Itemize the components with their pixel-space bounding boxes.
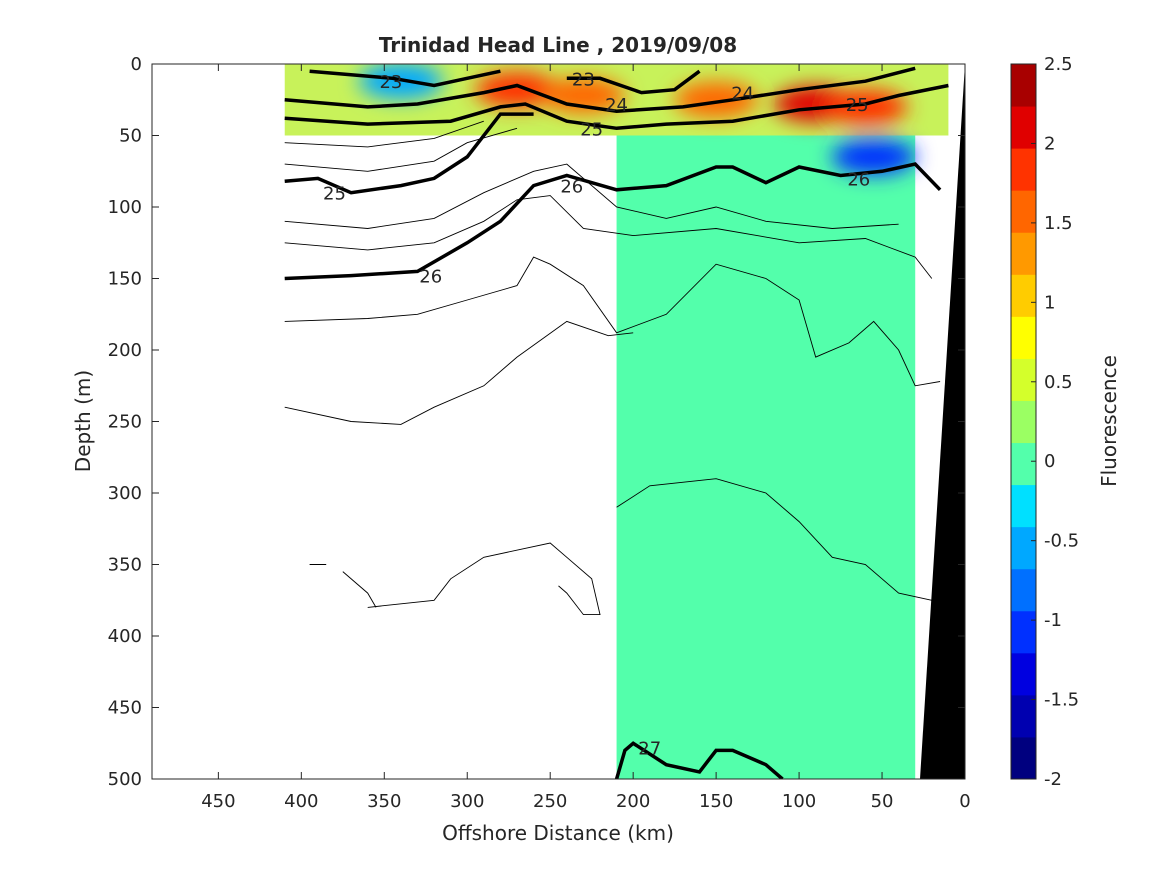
colorbar-tick-label: 1.5	[1044, 213, 1073, 234]
x-tick-label: 150	[699, 791, 733, 812]
colorbar: 2.5 2 1.5 1 0.5 0 -0.5 -1 -1.5 -2	[1010, 54, 1079, 790]
y-tick-label: 500	[108, 769, 142, 790]
contour-line-23	[309, 69, 501, 88]
colorbar-swatch	[1011, 442, 1036, 486]
colorbar-swatch	[1011, 400, 1036, 444]
contour-label: 26	[847, 169, 870, 190]
thin-contour	[284, 127, 518, 172]
colorbar-tick-label: 1	[1044, 292, 1055, 313]
thin-contour	[284, 256, 941, 387]
density-contours	[284, 66, 949, 779]
colorbar-swatch	[1011, 526, 1036, 570]
contour-label: 26	[419, 267, 442, 288]
y-axis: 0 50 100 150 200 250 300 350 400 450 500	[108, 54, 965, 790]
thin-contour	[284, 320, 634, 425]
colorbar-frame	[1010, 63, 1037, 780]
contour-label: 24	[731, 84, 754, 105]
y-tick-label: 150	[108, 269, 142, 290]
contour-label: 27	[638, 739, 661, 760]
thin-contour	[342, 571, 377, 608]
y-tick-label: 300	[108, 483, 142, 504]
contour-line-26	[284, 162, 942, 281]
colorbar-swatch	[1011, 568, 1036, 612]
chart-title: Trinidad Head Line , 2019/09/08	[379, 33, 737, 57]
y-tick-label: 350	[108, 555, 142, 576]
colorbar-tick-label: 0	[1044, 451, 1055, 472]
x-tick-label: 350	[367, 791, 401, 812]
contour-line-24	[284, 66, 916, 113]
y-tick-label: 0	[131, 54, 142, 75]
contour-line-25	[284, 83, 949, 131]
thin-contour	[616, 478, 949, 608]
contour-line-27	[614, 741, 784, 779]
fluorescence-field	[284, 64, 949, 779]
fluorescence-patch	[475, 71, 560, 108]
colorbar-swatch	[1011, 232, 1036, 275]
colorbar-swatch	[1011, 484, 1036, 528]
colorbar-label: Fluorescence	[1097, 355, 1121, 487]
colorbar-swatch	[1011, 148, 1036, 191]
thin-contour	[284, 163, 899, 229]
contour-label: 26	[560, 177, 583, 198]
colorbar-swatch	[1011, 358, 1036, 401]
thin-contour	[284, 120, 484, 148]
colorbar-swatch	[1011, 316, 1036, 359]
fluorescence-patch	[831, 138, 916, 175]
colorbar-tick-label: 2.5	[1044, 54, 1073, 75]
colorbar-tick-label: 0.5	[1044, 372, 1073, 393]
thin-contour	[284, 195, 933, 279]
x-tick-label: 450	[201, 791, 235, 812]
y-tick-label: 200	[108, 340, 142, 361]
x-tick-label: 100	[782, 791, 816, 812]
x-tick-label: 200	[616, 791, 650, 812]
contour-label: 25	[846, 95, 869, 116]
colorbar-tick-label: -1.5	[1044, 690, 1079, 711]
x-axis: 450 400 350 300 250 200 150 100 50 0	[201, 64, 971, 812]
colorbar-swatch	[1011, 64, 1036, 107]
y-tick-label: 400	[108, 626, 142, 647]
y-tick-label: 50	[119, 126, 142, 147]
thin-contour	[367, 542, 601, 616]
colorbar-tick-label: 2	[1044, 133, 1055, 154]
contour-line-25	[284, 112, 534, 195]
fluorescence-patch	[541, 77, 626, 114]
x-tick-label: 250	[533, 791, 567, 812]
y-axis-label: Depth (m)	[71, 370, 95, 472]
y-tick-label: 250	[108, 412, 142, 433]
y-tick-label: 450	[108, 698, 142, 719]
contour-label: 25	[323, 184, 346, 205]
colorbar-tick-label: -1	[1044, 610, 1062, 631]
colorbar-swatch	[1011, 610, 1036, 654]
contour-line-23	[566, 69, 701, 95]
x-axis-label: Offshore Distance (km)	[442, 821, 674, 845]
fluorescence-patch	[674, 81, 759, 118]
colorbar-swatch	[1011, 652, 1036, 696]
deep-layer	[616, 135, 916, 779]
fluorescence-features	[358, 64, 916, 175]
contour-label: 24	[605, 95, 628, 116]
colorbar-swatch	[1011, 190, 1036, 233]
x-tick-label: 300	[450, 791, 484, 812]
colorbar-swatch	[1011, 274, 1036, 317]
x-tick-label: 400	[284, 791, 318, 812]
x-tick-label: 0	[959, 791, 970, 812]
colorbar-tick-label: -2	[1044, 769, 1062, 790]
contour-label: 23	[572, 69, 595, 90]
contour-label: 23	[379, 72, 402, 93]
contour-label: 25	[580, 119, 603, 140]
x-tick-label: 50	[871, 791, 894, 812]
shelf-bathymetry	[920, 64, 965, 779]
colorbar-swatch	[1011, 106, 1036, 149]
colorbar-tick-label: -0.5	[1044, 531, 1079, 552]
fluorescence-patch	[358, 64, 443, 100]
colorbar-swatch	[1011, 736, 1036, 780]
colorbar-swatch	[1011, 694, 1036, 738]
y-tick-label: 100	[108, 197, 142, 218]
